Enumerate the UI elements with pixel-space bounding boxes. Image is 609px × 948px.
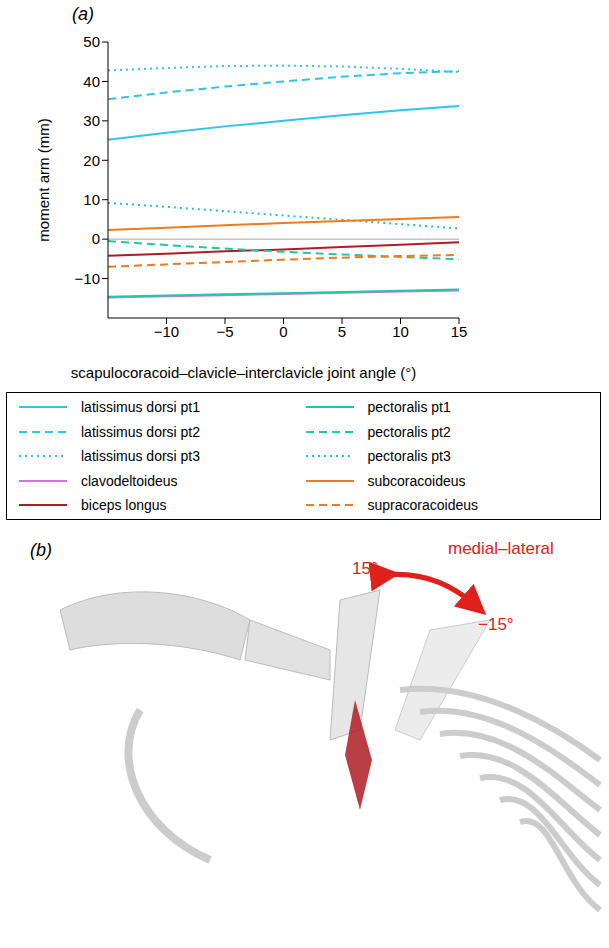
- svg-text:30: 30: [83, 112, 100, 129]
- html-text:subcoracoideus: subcoracoideus: [367, 472, 466, 489]
- html-text:pectoralis pt2: pectoralis pt2: [367, 423, 451, 440]
- html-text:latissimus dorsi pt2: latissimus dorsi pt2: [81, 423, 200, 440]
- svg-text:−5: −5: [216, 323, 233, 340]
- svg-text:−10: −10: [75, 270, 100, 287]
- html-text:latissimus dorsi pt1: latissimus dorsi pt1: [81, 399, 200, 415]
- svg-text:15°: 15°: [352, 559, 378, 578]
- svg-text:10: 10: [392, 323, 409, 340]
- html-text:(b): (b): [30, 540, 52, 560]
- html-text:(a): (a): [72, 4, 94, 24]
- html-text:pectoralis pt3: pectoralis pt3: [367, 448, 451, 464]
- svg-text:medial–lateral: medial–lateral: [448, 539, 554, 558]
- html-text:biceps longus: biceps longus: [81, 497, 167, 513]
- html-text:pectoralis pt1: pectoralis pt1: [367, 399, 451, 415]
- svg-text:15: 15: [451, 323, 468, 340]
- svg-text:scapulocoracoid–clavicle–inter: scapulocoracoid–clavicle–interclavicle j…: [71, 364, 416, 381]
- svg-text:0: 0: [92, 230, 100, 247]
- html-text:supracoracoideus: supracoracoideus: [367, 497, 478, 513]
- svg-text:−10: −10: [154, 323, 179, 340]
- html-text:clavodeltoideus: clavodeltoideus: [81, 472, 178, 489]
- html-text:latissimus dorsi pt3: latissimus dorsi pt3: [81, 448, 200, 464]
- svg-text:5: 5: [338, 323, 346, 340]
- svg-text:40: 40: [83, 73, 100, 90]
- svg-text:10: 10: [83, 191, 100, 208]
- svg-text:moment arm (mm): moment arm (mm): [35, 118, 52, 241]
- svg-text:20: 20: [83, 152, 100, 169]
- svg-text:−15°: −15°: [478, 615, 514, 634]
- svg-text:0: 0: [279, 323, 287, 340]
- svg-text:50: 50: [83, 33, 100, 50]
